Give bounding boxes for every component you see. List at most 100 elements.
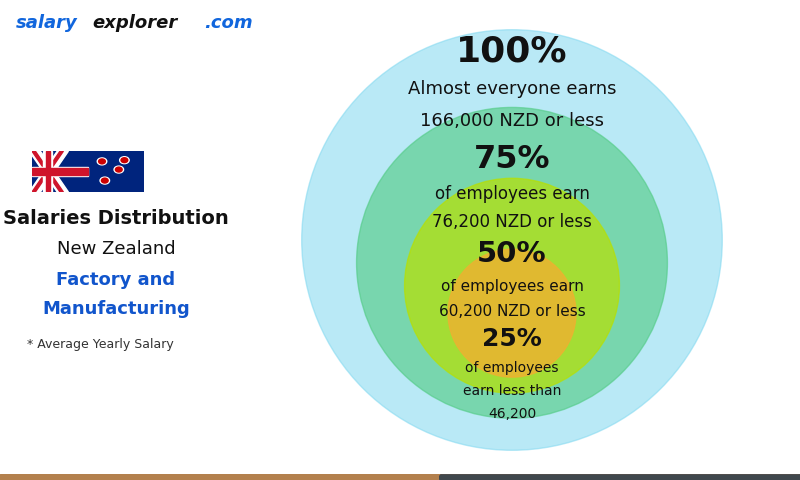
Bar — [0, 476, 800, 478]
Bar — [440, 477, 800, 480]
Bar — [0, 477, 800, 479]
Bar — [0, 475, 800, 478]
Bar — [440, 476, 800, 478]
Bar — [0, 476, 800, 478]
Bar — [440, 475, 800, 478]
Bar — [0, 475, 800, 478]
Bar — [440, 477, 800, 480]
Bar — [0, 477, 800, 479]
Bar — [440, 478, 800, 480]
Bar — [0, 476, 800, 478]
Bar — [0, 477, 800, 480]
Bar — [0, 477, 800, 480]
Bar — [440, 477, 800, 480]
Bar — [440, 476, 800, 479]
Bar — [440, 477, 800, 480]
Bar — [0, 477, 800, 479]
Bar — [440, 475, 800, 478]
Bar — [440, 478, 800, 480]
Bar — [440, 476, 800, 478]
Bar — [440, 476, 800, 478]
Circle shape — [100, 177, 110, 184]
Bar — [440, 477, 800, 480]
Bar — [440, 476, 800, 478]
Circle shape — [121, 158, 128, 163]
Bar — [440, 477, 800, 480]
Bar — [46, 151, 50, 192]
Bar — [0, 477, 800, 480]
Bar — [0, 475, 800, 478]
Bar — [0, 476, 800, 478]
Bar — [440, 476, 800, 479]
Bar — [0, 477, 800, 480]
Bar — [440, 475, 800, 478]
Bar — [440, 475, 800, 478]
Bar — [0, 475, 800, 478]
Bar — [0, 477, 800, 480]
Bar — [440, 476, 800, 479]
Polygon shape — [35, 151, 69, 192]
Bar — [440, 477, 800, 480]
Bar — [440, 478, 800, 480]
Bar — [0, 477, 800, 479]
Bar — [0, 476, 800, 479]
Text: 50%: 50% — [477, 240, 547, 268]
Bar — [0, 476, 800, 478]
Bar — [0, 476, 800, 479]
Bar — [0, 477, 800, 480]
Bar — [0, 476, 800, 478]
Bar — [440, 476, 800, 478]
Bar — [440, 476, 800, 479]
Bar — [440, 476, 800, 479]
Bar — [0, 476, 800, 478]
Bar — [440, 476, 800, 478]
Bar — [0, 476, 800, 478]
Bar — [0, 477, 800, 479]
Bar — [0, 478, 800, 480]
Bar — [0, 478, 800, 480]
Bar — [440, 477, 800, 480]
Bar — [440, 475, 800, 478]
Bar — [0, 476, 800, 478]
Bar — [0, 477, 800, 479]
Bar — [440, 476, 800, 479]
Bar — [440, 477, 800, 479]
Bar — [0, 476, 800, 478]
Bar — [0, 475, 800, 478]
Bar — [440, 478, 800, 480]
Bar — [440, 477, 800, 479]
Bar — [0, 477, 800, 480]
Bar — [0, 477, 800, 479]
Bar — [440, 475, 800, 478]
Bar — [0, 475, 800, 478]
Bar — [0, 476, 800, 479]
Bar — [0, 477, 800, 479]
Bar — [440, 477, 800, 480]
Bar — [0, 477, 800, 479]
Bar — [440, 476, 800, 479]
Bar — [440, 477, 800, 479]
Bar — [440, 476, 800, 479]
Bar — [0, 477, 800, 479]
Bar — [0, 476, 800, 479]
Bar — [0, 478, 800, 480]
Bar — [440, 476, 800, 478]
Text: Salaries Distribution: Salaries Distribution — [3, 209, 229, 228]
Bar — [440, 477, 800, 480]
Bar — [0, 477, 800, 479]
Bar — [440, 477, 800, 480]
Bar — [440, 476, 800, 479]
Bar — [440, 477, 800, 480]
Bar — [440, 476, 800, 479]
Circle shape — [302, 30, 722, 450]
Bar — [440, 476, 800, 478]
Bar — [440, 476, 800, 479]
Circle shape — [115, 167, 122, 172]
Bar — [0, 477, 800, 480]
Bar — [0, 477, 800, 479]
Bar — [0, 476, 800, 478]
Bar — [0, 477, 800, 479]
Bar — [0, 476, 800, 478]
Bar — [440, 475, 800, 478]
Bar — [0, 476, 800, 479]
